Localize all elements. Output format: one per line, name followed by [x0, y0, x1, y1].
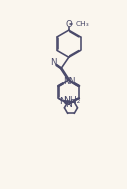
Text: O: O	[65, 20, 72, 29]
Text: CH₃: CH₃	[75, 21, 89, 27]
Text: NH₂: NH₂	[63, 96, 80, 105]
Text: N: N	[65, 100, 72, 109]
Text: N: N	[63, 77, 69, 86]
Text: N: N	[59, 97, 66, 106]
Text: N: N	[68, 77, 75, 86]
Text: N: N	[50, 58, 56, 67]
